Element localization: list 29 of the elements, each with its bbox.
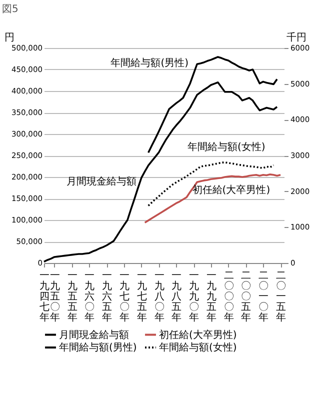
annotation: 月間現金給与額 xyxy=(66,175,137,188)
x-tick-label: 一九八五年 xyxy=(172,270,182,324)
y-axis-title: 円 xyxy=(4,32,14,44)
legend-label: 年間給与額(女性) xyxy=(159,342,237,354)
line-series xyxy=(144,174,282,224)
y2-axis-title: 千円 xyxy=(286,32,306,44)
chart-title: 図5 xyxy=(2,4,18,15)
x-tick-label: 一九五〇年 xyxy=(50,270,60,324)
x-tick-label: 一九八〇年 xyxy=(154,270,164,324)
legend-label: 年間給与額(男性) xyxy=(59,342,137,354)
x-tick-label: 一九六五年 xyxy=(102,270,112,324)
x-tick-label: 二〇一〇年 xyxy=(258,270,269,324)
x-tick-label: 二〇〇五年 xyxy=(241,270,252,324)
x-tick-label: 一九七〇年 xyxy=(120,270,130,324)
line-series xyxy=(147,161,274,207)
x-tick-label: 一九七五年 xyxy=(136,270,147,324)
annotation: 初任給(大卒男性) xyxy=(192,184,270,196)
line-series xyxy=(43,82,278,263)
x-tick-label: 一九九〇年 xyxy=(189,270,200,324)
x-tick-label: 一九四七年 xyxy=(40,270,50,324)
annotation: 年間給与額(男性) xyxy=(110,57,189,70)
legend-label: 月間現金給与額 xyxy=(59,328,129,341)
x-tick-label: 一九五五年 xyxy=(67,270,78,324)
x-tick-label: 二〇〇〇年 xyxy=(224,270,234,324)
annotation: 年間給与額(女性) xyxy=(187,140,266,153)
legend-label: 初任給(大卒男性) xyxy=(159,328,237,341)
x-tick-label: 一九九五年 xyxy=(206,270,216,324)
x-tick-label: 一九六〇年 xyxy=(84,270,95,324)
x-tick-label: 二〇一五年 xyxy=(276,270,286,324)
